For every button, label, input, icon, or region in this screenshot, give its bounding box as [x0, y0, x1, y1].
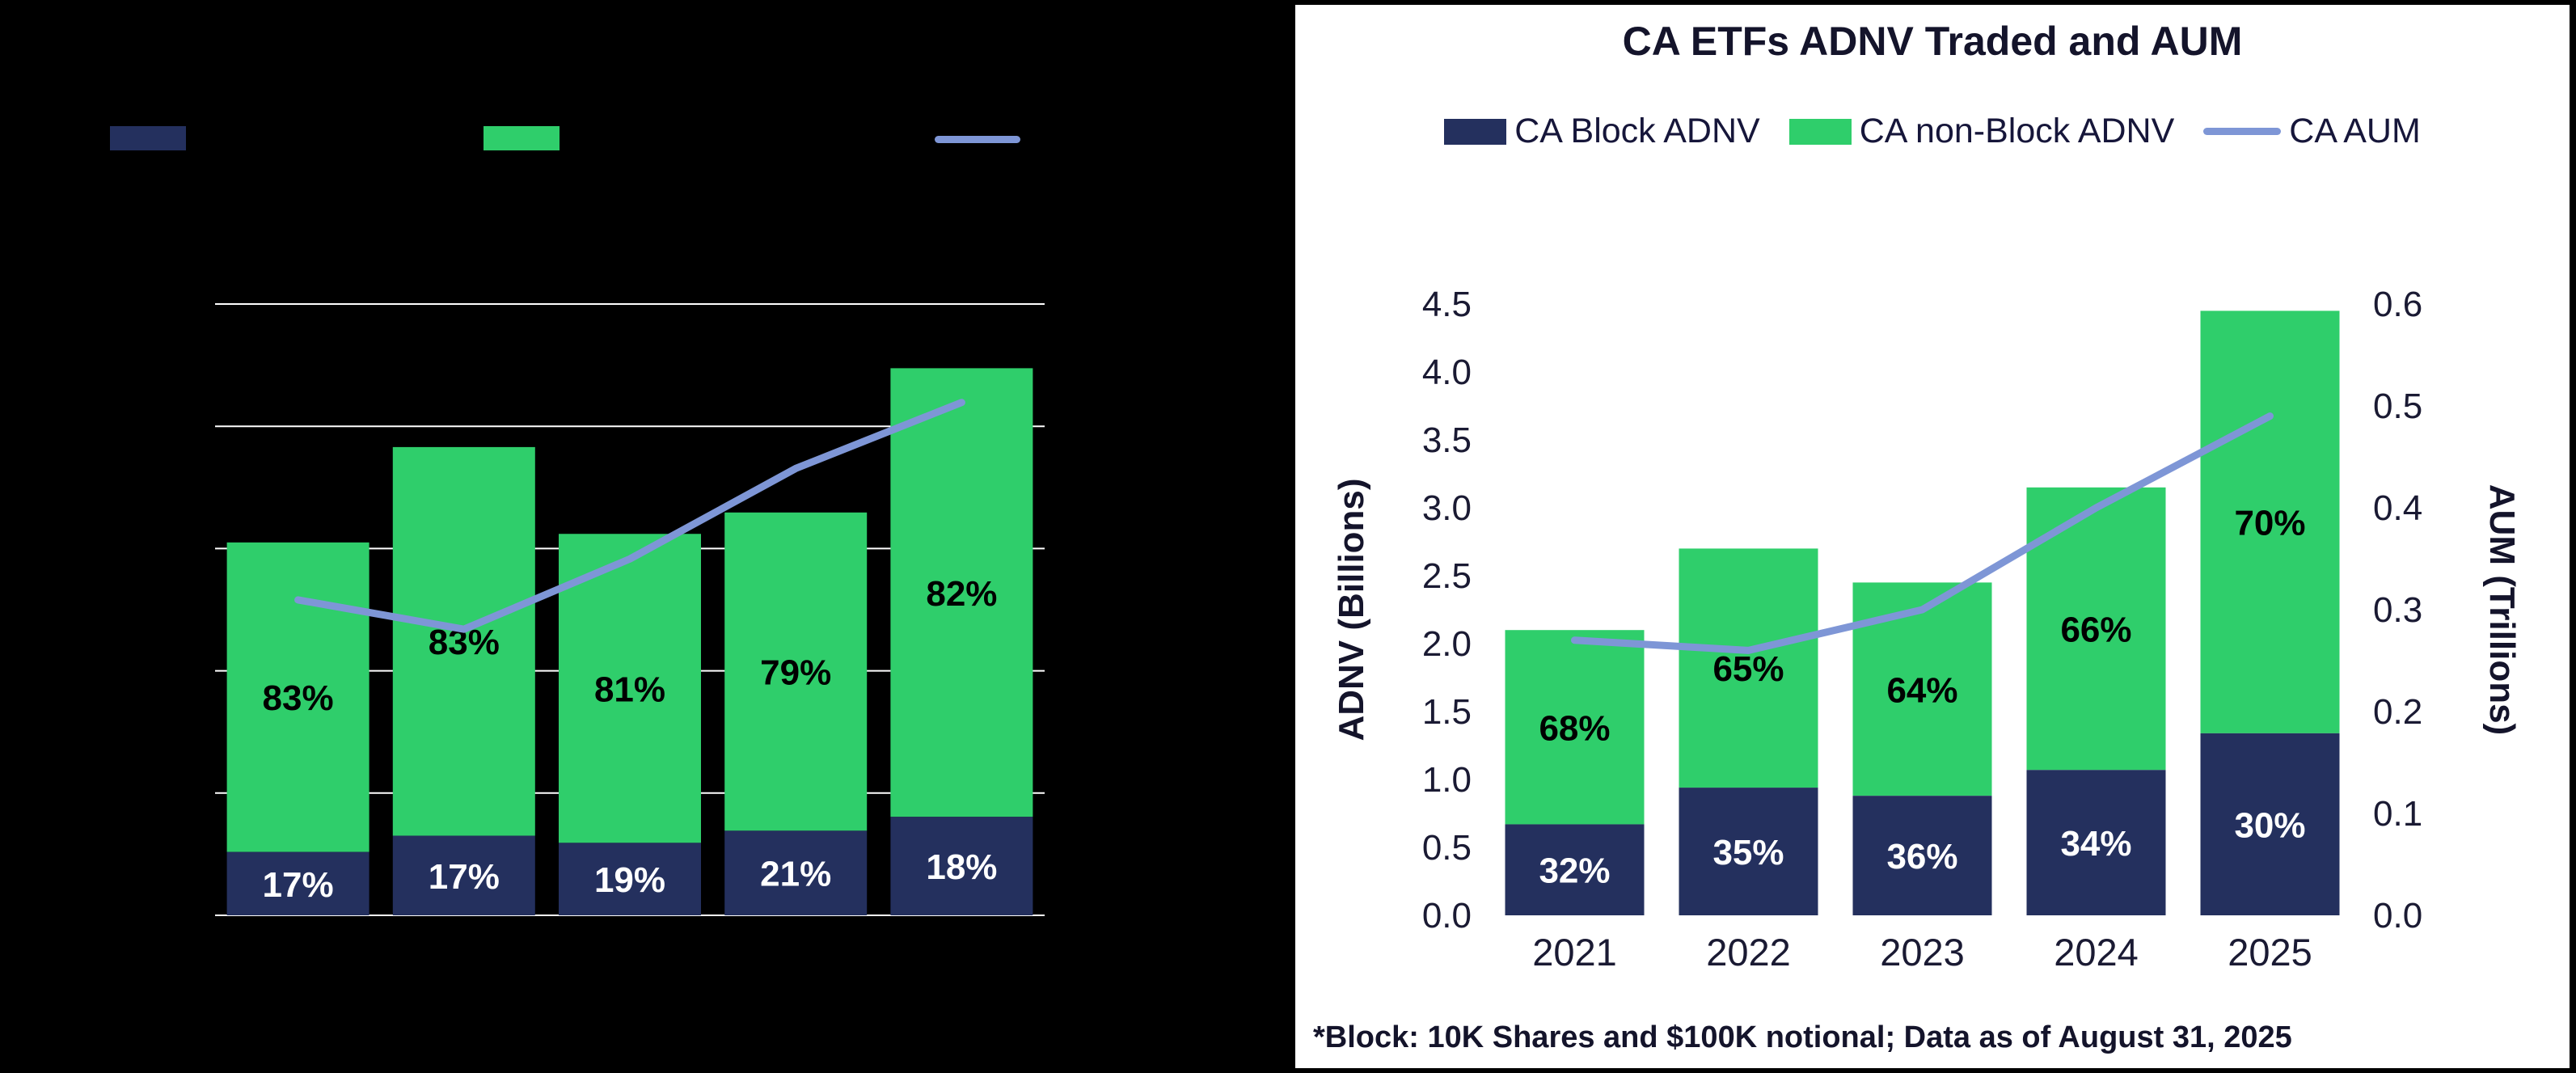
right-tick-label: 0.5 — [2373, 387, 2422, 426]
legend-label-block: CA Block ADNV — [1514, 112, 1760, 150]
block-bar-segment — [2026, 770, 2166, 915]
nonblock-pct-label: 79% — [760, 653, 831, 693]
legend-item-nonblock: CA non-Block ADNV — [1788, 112, 2175, 151]
block-bar-segment — [559, 843, 701, 915]
right-tick-label: 0.0 — [2373, 896, 2422, 936]
nonblock-pct-label: 70% — [2234, 504, 2305, 543]
block-pct-label: 18% — [926, 847, 997, 887]
aum-line-legend-swatch — [2203, 128, 2282, 135]
block-bar-segment — [1679, 788, 1818, 915]
block-pct-label: 32% — [1539, 851, 1610, 891]
legend-item-aum-line: CA AUM — [2203, 112, 2421, 151]
left-tick-label: 3.5 — [1422, 420, 1472, 460]
aum-line — [1571, 412, 2274, 654]
left-tick-label: 1.0 — [1422, 760, 1472, 800]
block-pct-label: 19% — [594, 860, 665, 900]
right-chart: 4.5 4.0 3.5 3.0 2.5 2.0 1.5 1.0 0.5 0.0 0.6 0.5 0.4 0… — [1422, 285, 2422, 974]
chart-title: CA ETFs ADNV Traded and AUM — [1622, 19, 2243, 64]
legend-label-aum: CA AUM — [2289, 112, 2421, 150]
nonblock-bar-segment — [2200, 310, 2340, 733]
block-pct-label: 30% — [2234, 805, 2305, 845]
right-chart-panel: CA ETFs ADNV Traded and AUM CA Block ADN… — [1295, 5, 2570, 1068]
right-tick-label: 0.1 — [2373, 794, 2422, 834]
nonblock-bar-segment — [392, 446, 535, 836]
left-legend-nonblock-swatch — [484, 126, 560, 150]
nonblock-pct-label: 83% — [263, 678, 334, 718]
left-tick-label: 3.0 — [1422, 488, 1472, 528]
left-legend-block-swatch — [110, 126, 186, 150]
right-tick-label: 0.6 — [2373, 285, 2422, 324]
nonblock-bar-segment — [1505, 630, 1645, 825]
block-bar-segment — [724, 830, 868, 915]
x-tick-label: 2023 — [1880, 931, 1965, 974]
block-pct-label: 21% — [760, 855, 831, 894]
left-chart: 17%83%17%83%19%81%21%79%18%82% — [215, 303, 1045, 916]
left-tick-label: 4.5 — [1422, 285, 1472, 324]
block-pct-label: 36% — [1886, 837, 1957, 877]
nonblock-bar-segment — [724, 512, 868, 831]
x-tick-label: 2022 — [1706, 931, 1791, 974]
left-legend-line-swatch — [935, 136, 1020, 143]
block-bar-segment — [1852, 796, 1992, 915]
block-pct-label: 34% — [2060, 824, 2131, 864]
block-legend-swatch — [1444, 118, 1507, 145]
nonblock-pct-label: 68% — [1539, 708, 1610, 748]
nonblock-pct-label: 65% — [1712, 649, 1784, 689]
nonblock-pct-label: 82% — [926, 574, 997, 614]
block-bar-segment — [1505, 824, 1645, 915]
left-tick-label: 2.0 — [1422, 624, 1472, 664]
x-tick-label: 2024 — [2054, 931, 2139, 974]
right-tick-label: 0.3 — [2373, 590, 2422, 630]
block-bar-segment — [2200, 733, 2340, 915]
left-chart-panel: 17% 83% 17% 83% 19% 81% 21% 79% 18% 82% — [110, 126, 1045, 916]
left-tick-label: 4.0 — [1422, 353, 1472, 392]
block-pct-label: 17% — [429, 857, 500, 897]
left-tick-label: 1.5 — [1422, 692, 1472, 732]
aum-line — [294, 399, 965, 633]
legend-item-block: CA Block ADNV — [1444, 112, 1760, 151]
block-bar-segment — [890, 817, 1033, 915]
right-tick-label: 0.2 — [2373, 692, 2422, 732]
x-tick-label: 2025 — [2228, 931, 2312, 974]
block-bar-segment — [226, 851, 370, 915]
nonblock-bar-segment — [890, 368, 1033, 817]
left-tick-label: 2.5 — [1422, 556, 1472, 596]
block-bar-segment — [392, 835, 535, 915]
left-tick-label: 0.5 — [1422, 828, 1472, 868]
nonblock-bar-segment — [226, 542, 370, 852]
block-pct-label: 35% — [1712, 833, 1784, 872]
nonblock-pct-label: 81% — [594, 670, 665, 709]
nonblock-pct-label: 66% — [2060, 610, 2131, 650]
nonblock-bar-segment — [1679, 548, 1818, 788]
legend-label-nonblock: CA non-Block ADNV — [1859, 112, 2175, 150]
x-tick-label: 2021 — [1532, 931, 1617, 974]
right-chart-legend: CA Block ADNV CA non-Block ADNV CA AUM — [1295, 112, 2570, 151]
nonblock-pct-label: 64% — [1886, 670, 1957, 710]
nonblock-bar-segment — [559, 534, 701, 843]
left-tick-label: 0.0 — [1422, 896, 1472, 936]
footnote: *Block: 10K Shares and $100K notional; D… — [1313, 1020, 2292, 1054]
right-tick-label: 0.4 — [2373, 488, 2422, 528]
nonblock-legend-swatch — [1788, 118, 1852, 145]
block-pct-label: 17% — [263, 865, 334, 905]
